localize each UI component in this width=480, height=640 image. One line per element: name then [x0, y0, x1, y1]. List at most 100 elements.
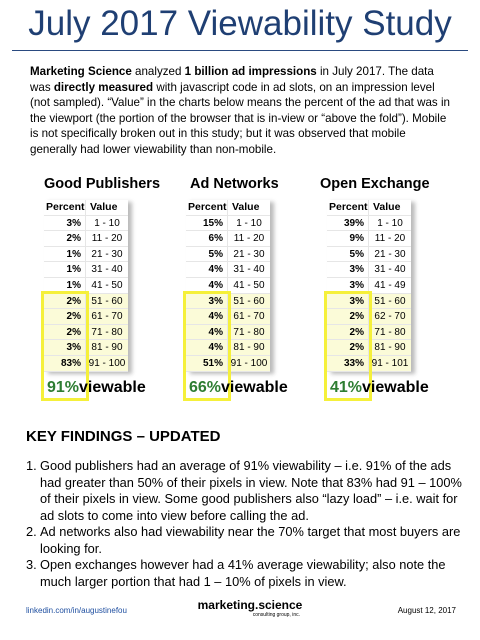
percent: 3%	[186, 293, 228, 309]
percent: 3%	[327, 293, 369, 309]
percent: 3%	[327, 262, 369, 277]
value-range: 61 - 70	[91, 311, 123, 323]
finding-text: Ad networks also had viewability near th…	[40, 524, 461, 556]
title-rule	[12, 50, 468, 51]
value-range: 1 - 10	[377, 217, 403, 229]
value-range: 91 - 100	[230, 357, 268, 369]
value-range: 71 - 80	[91, 326, 123, 338]
summary-label: viewable	[362, 379, 429, 396]
value-range: 21 - 30	[374, 248, 406, 260]
intro-text: in July 2017. The data was	[30, 65, 434, 94]
table-header: Percent Value	[186, 200, 270, 216]
finding: 1. Good publishers had an average of 91% …	[26, 458, 462, 524]
percent: 4%	[186, 262, 228, 277]
table-title: Good Publishers	[44, 176, 161, 192]
table-title: Open Exchange	[320, 176, 430, 192]
table-row: 3% 31 - 40	[327, 262, 411, 278]
value-range: 31 - 40	[233, 264, 265, 276]
value-range: 51 - 60	[233, 295, 265, 307]
value-range: 61 - 70	[233, 311, 265, 323]
percent: 2%	[327, 324, 369, 340]
findings-title: KEY FINDINGS – UPDATED	[26, 428, 221, 445]
percent: 33%	[327, 355, 369, 371]
table-row: 9% 11 - 20	[327, 231, 411, 247]
table-row: 39% 1 - 10	[327, 215, 411, 232]
table-row: 4% 31 - 40	[186, 262, 270, 278]
value-range: 41 - 49	[374, 279, 406, 291]
finding: 3. Open exchanges however had a 41% avera…	[26, 557, 462, 590]
percent: 1%	[44, 262, 86, 277]
column-header: Percent	[188, 200, 228, 215]
table-row: 3% 1 - 10	[44, 215, 128, 232]
title: July 2017 Viewability Study	[28, 4, 452, 43]
value-range: 1 - 10	[236, 217, 262, 229]
percent: 15%	[186, 215, 228, 231]
intro-text: 1 billion ad impressions	[184, 65, 317, 78]
summary: 91%viewable	[47, 379, 146, 397]
value-range: 51 - 60	[374, 295, 406, 307]
value-range: 31 - 40	[91, 264, 123, 276]
finding-text: Open exchanges however had a 41% average…	[40, 557, 446, 589]
finding-text: Good publishers had an average of 91% vi…	[40, 458, 462, 523]
percent: 4%	[186, 309, 228, 324]
value-range: 21 - 30	[233, 248, 265, 260]
value-range: 91 - 100	[88, 357, 126, 369]
percent: 3%	[44, 215, 86, 231]
table-row: 5% 21 - 30	[327, 246, 411, 263]
footer-brand-sub: consulting group, inc.	[252, 612, 300, 618]
finding-number: 3.	[26, 557, 37, 572]
highlight-box	[183, 290, 231, 401]
percent: 1%	[44, 246, 86, 262]
value-range: 21 - 30	[91, 248, 123, 260]
footer-link[interactable]: linkedin.com/in/augustinefou	[26, 606, 127, 615]
findings-list: 1. Good publishers had an average of 91% …	[26, 458, 462, 590]
percent: 5%	[186, 246, 228, 262]
finding-number: 1.	[26, 458, 37, 473]
percent: 39%	[327, 215, 369, 231]
value-range: 91 - 101	[371, 357, 409, 369]
table-row: 6% 11 - 20	[186, 231, 270, 247]
value-range: 31 - 40	[374, 264, 406, 276]
value-range: 41 - 50	[91, 279, 123, 291]
table-header: Percent Value	[327, 200, 411, 216]
percent: 2%	[44, 231, 86, 246]
percent: 83%	[44, 355, 86, 371]
summary: 66%viewable	[189, 379, 288, 397]
percent: 4%	[186, 324, 228, 340]
column-header: Value	[232, 201, 260, 213]
intro-text: directly measured	[53, 80, 154, 94]
column-header: Value	[373, 201, 401, 213]
percent: 2%	[327, 340, 369, 355]
percent: 1%	[44, 277, 86, 293]
table-header: Percent Value	[44, 200, 128, 216]
footer-brand: marketing.science	[197, 598, 303, 612]
percent: 9%	[327, 231, 369, 246]
intro: Marketing Science analyzed 1 billion ad …	[30, 64, 452, 158]
table-row: 5% 21 - 30	[186, 246, 270, 263]
value-range: 81 - 90	[233, 342, 265, 354]
value-range: 1 - 10	[94, 217, 120, 229]
value-range: 81 - 90	[91, 342, 123, 354]
value-range: 62 - 70	[374, 311, 406, 323]
value-range: 71 - 80	[233, 326, 265, 338]
summary-label: viewable	[79, 379, 146, 396]
value-range: 11 - 20	[91, 233, 123, 245]
percent: 2%	[44, 293, 86, 309]
percent: 2%	[44, 324, 86, 340]
table-row: 1% 21 - 30	[44, 246, 128, 263]
value-range: 11 - 20	[233, 233, 265, 245]
intro-text: Marketing Science	[30, 65, 132, 78]
intro-text: with javascript code in ad slots, on an …	[30, 80, 450, 156]
intro-text: analyzed	[131, 65, 185, 78]
value-range: 41 - 50	[233, 279, 265, 291]
percent: 2%	[327, 309, 369, 324]
percent: 51%	[186, 355, 228, 371]
percent: 4%	[186, 277, 228, 293]
table-row: 1% 31 - 40	[44, 262, 128, 278]
table-row: 15% 1 - 10	[186, 215, 270, 232]
table-row: 2% 11 - 20	[44, 231, 128, 247]
highlight-box	[324, 290, 372, 401]
percent: 3%	[44, 340, 86, 355]
percent: 2%	[44, 309, 86, 324]
